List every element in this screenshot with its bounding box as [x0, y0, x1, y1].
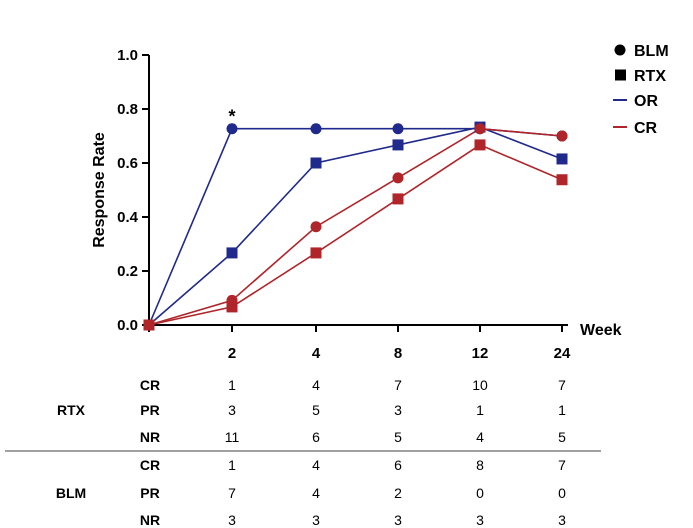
- data-point-blm-cr: [310, 221, 322, 233]
- table-cell: 0: [476, 485, 484, 501]
- legend-cr-label: CR: [634, 120, 658, 137]
- x-tick-label: 2: [228, 345, 236, 362]
- data-point-blm-or: [392, 123, 404, 135]
- x-tick-label: 24: [554, 345, 571, 362]
- data-point-rtx-or: [226, 247, 238, 259]
- legend-or-label: OR: [634, 93, 658, 110]
- table-cell: 8: [476, 457, 484, 473]
- table-row-label: PR: [140, 485, 159, 501]
- series-line-blm-cr: [148, 127, 563, 326]
- legend-rtx-label: RTX: [634, 68, 666, 85]
- table-cell: 7: [558, 377, 566, 393]
- table-cell: 3: [476, 512, 484, 528]
- data-point-rtx-cr: [392, 193, 404, 205]
- table-cell: 3: [228, 512, 236, 528]
- table-row-label: PR: [140, 402, 159, 418]
- data-point-rtx-cr: [310, 247, 322, 259]
- table-cell: 0: [558, 485, 566, 501]
- table-cell: 6: [312, 429, 320, 445]
- y-tick-label: 1.0: [117, 47, 138, 64]
- table-cell: 4: [312, 485, 320, 501]
- y-tick-label: 0.8: [117, 101, 138, 118]
- table-row-label: CR: [140, 377, 160, 393]
- series-lines: [148, 126, 563, 326]
- table-cell: 3: [312, 512, 320, 528]
- series-markers: [143, 121, 568, 331]
- significance-marker: *: [228, 107, 235, 127]
- data-point-rtx-cr: [226, 301, 238, 313]
- table-cell: 4: [476, 429, 484, 445]
- table-row-label: CR: [140, 457, 160, 473]
- table-cell: 1: [228, 377, 236, 393]
- legend: BLM RTX OR CR: [613, 43, 669, 137]
- data-point-rtx-cr: [474, 139, 486, 151]
- y-tick-label: 0.4: [117, 209, 139, 226]
- data-point-rtx-cr: [556, 174, 568, 186]
- table-group-rtx: RTX: [57, 402, 86, 418]
- x-axis-title: Week: [580, 322, 622, 339]
- table-cell: 5: [394, 429, 402, 445]
- data-point-rtx-or: [392, 139, 404, 151]
- data-point-blm-cr: [392, 172, 404, 184]
- table-group-blm: BLM: [56, 485, 86, 501]
- table-cell: 3: [394, 512, 402, 528]
- table-cell: 5: [312, 402, 320, 418]
- data-point-rtx-or: [310, 157, 322, 169]
- table-cell: 4: [312, 457, 320, 473]
- table-cell: 1: [476, 402, 484, 418]
- y-tick-label: 0.0: [117, 317, 138, 334]
- x-tick-label: 8: [394, 345, 402, 362]
- table-cell: 3: [228, 402, 236, 418]
- legend-blm-icon: [614, 44, 626, 56]
- table-cell: 11: [225, 429, 240, 445]
- table-cell: 7: [558, 457, 566, 473]
- table-row-label: NR: [140, 512, 160, 528]
- table-cell: 3: [558, 512, 566, 528]
- x-tick-label: 4: [312, 345, 321, 362]
- table-cell: 1: [228, 457, 236, 473]
- data-point-blm-cr: [556, 130, 568, 142]
- table-cell: 10: [472, 377, 488, 393]
- table-cell: 1: [558, 402, 566, 418]
- table-cell: 5: [558, 429, 566, 445]
- data-point-rtx-or: [556, 153, 568, 165]
- table-cell: 4: [312, 377, 320, 393]
- data-point-blm-or: [310, 123, 322, 135]
- y-axis-title: Response Rate: [91, 132, 108, 248]
- table-cell: 3: [394, 402, 402, 418]
- table-cell: 6: [394, 457, 402, 473]
- y-tick-label: 0.2: [117, 263, 138, 280]
- legend-rtx-icon: [615, 69, 626, 81]
- table-row-label: NR: [140, 429, 160, 445]
- series-line-rtx-or: [148, 126, 563, 326]
- data-point-blm-or: [226, 123, 238, 135]
- table-cell: 2: [394, 485, 402, 501]
- legend-blm-label: BLM: [634, 43, 669, 60]
- data-point-rtx-cr: [143, 319, 155, 331]
- x-tick-label: 12: [472, 345, 489, 362]
- data-point-blm-cr: [474, 123, 486, 135]
- table-cell: 7: [394, 377, 402, 393]
- series-line-rtx-cr: [148, 144, 563, 326]
- table-cell: 7: [228, 485, 236, 501]
- y-tick-label: 0.6: [117, 155, 138, 172]
